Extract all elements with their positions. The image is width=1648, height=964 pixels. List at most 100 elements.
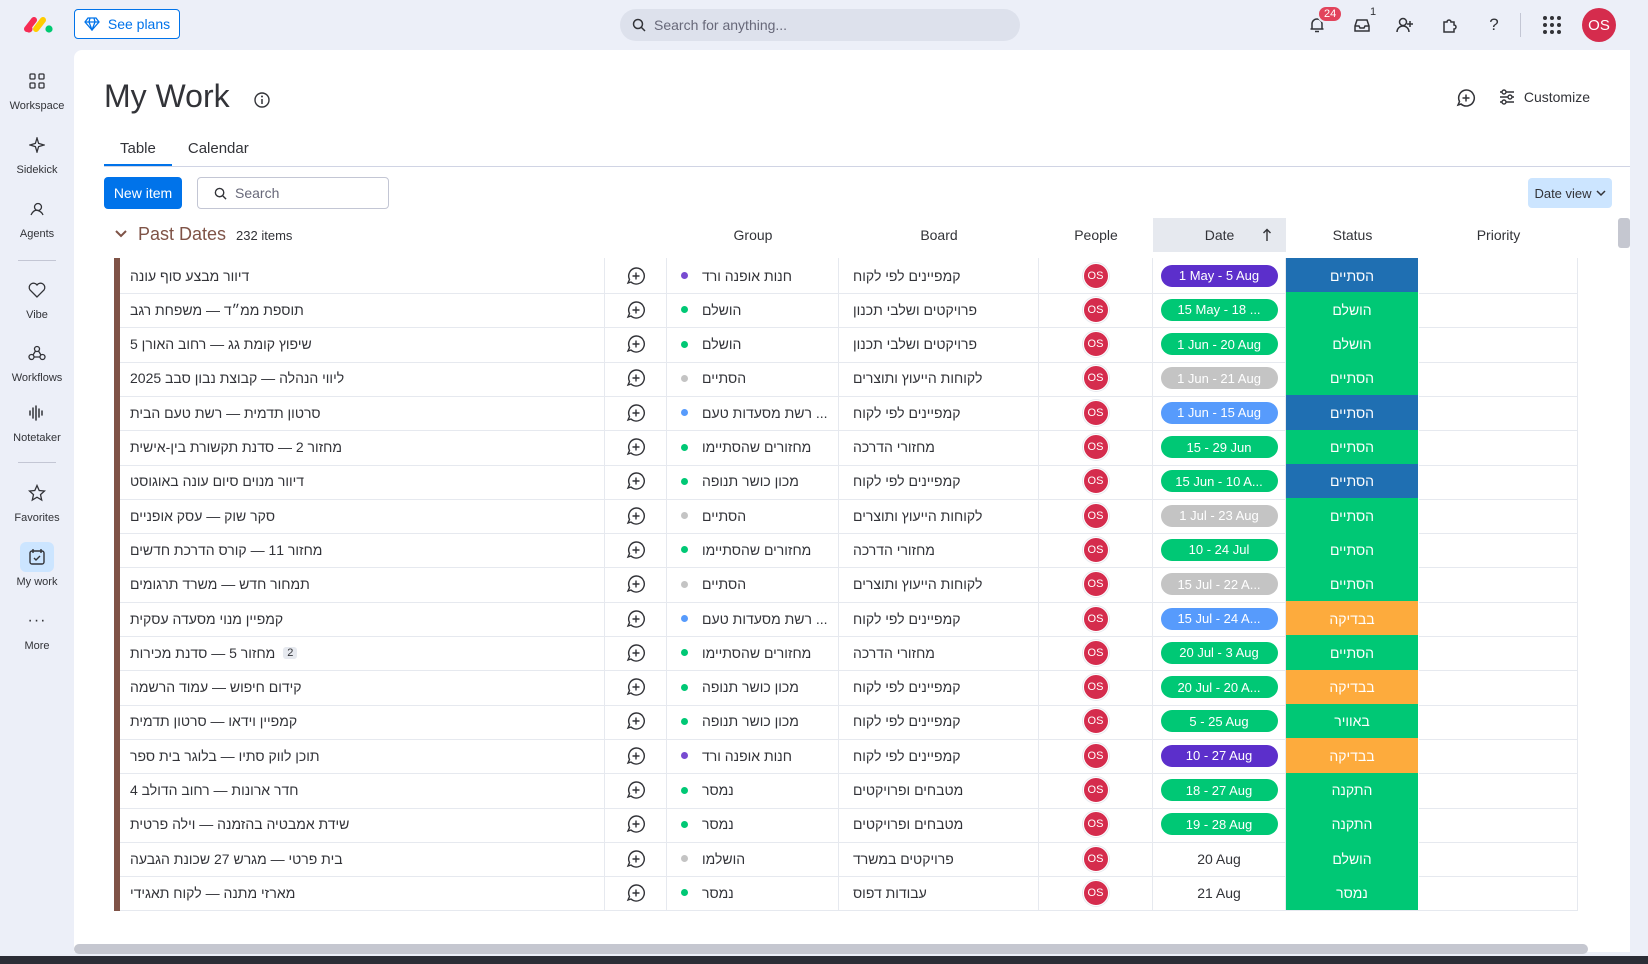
customize-button[interactable]: Customize [1498, 88, 1590, 106]
sidebar-item-more[interactable]: ··· More [0, 606, 74, 652]
updates-cell[interactable] [605, 703, 667, 739]
person-avatar[interactable]: OS [1082, 571, 1109, 598]
person-avatar[interactable]: OS [1082, 777, 1109, 803]
date-pill[interactable]: 5 - 25 Aug [1160, 710, 1278, 733]
add-update-icon[interactable] [626, 849, 646, 869]
updates-cell[interactable] [605, 875, 667, 911]
updates-cell[interactable] [605, 738, 667, 774]
person-avatar[interactable]: OS [1082, 845, 1109, 872]
group-cell[interactable]: הושלמו [667, 841, 839, 877]
status-cell[interactable]: בבדיקה [1286, 601, 1419, 636]
item-name[interactable]: מארזי מתנה — לקוח תאגידי [130, 884, 296, 901]
priority-cell[interactable] [1419, 669, 1578, 705]
sidebar-item-workspace[interactable]: Workspace [0, 66, 74, 112]
item-name[interactable]: קמפיין מנוי מסעדה עסקית [130, 610, 284, 627]
people-cell[interactable]: OS [1039, 326, 1153, 362]
person-avatar[interactable]: OS [1082, 811, 1109, 838]
group-cell[interactable]: חנות אופנה ורד [667, 738, 839, 774]
people-cell[interactable]: OS [1039, 498, 1153, 534]
item-name[interactable]: בית פרטי — מגרש 27 שכונת הגבעה [130, 850, 343, 867]
date-pill[interactable]: 1 Jun - 21 Aug [1160, 367, 1278, 390]
people-cell[interactable]: OS [1039, 738, 1153, 774]
date-pill[interactable]: 15 May - 18 ... [1160, 298, 1278, 321]
add-update-icon[interactable] [626, 677, 646, 697]
sidebar-item-vibe[interactable]: Vibe [0, 275, 74, 321]
sidebar-item-agents[interactable]: Agents [0, 194, 74, 240]
date-pill[interactable]: 1 Jun - 15 Aug [1160, 401, 1278, 424]
date-cell[interactable]: 20 Jul - 3 Aug [1153, 635, 1286, 671]
group-cell[interactable]: נמסר [667, 875, 839, 911]
board-cell[interactable]: לקוחות הייעוץ ותוצרים [839, 498, 1039, 534]
status-cell[interactable]: התקנה [1286, 806, 1419, 842]
updates-cell[interactable] [605, 772, 667, 808]
board-cell[interactable]: קמפיינים לפי לקוח [839, 601, 1039, 636]
date-pill[interactable]: 15 Jul - 24 A... [1160, 607, 1278, 630]
updates-cell[interactable] [605, 360, 667, 396]
priority-cell[interactable] [1419, 566, 1578, 602]
priority-cell[interactable] [1419, 841, 1578, 877]
person-avatar[interactable]: OS [1082, 365, 1109, 392]
table-row[interactable]: תוספת ממ״ד — משפחת רגב הושלם פרויקטים ושלב… [114, 292, 1578, 329]
sidebar-item-my-work[interactable]: My work [0, 542, 74, 588]
status-cell[interactable]: הסתיים [1286, 498, 1419, 534]
column-header-status[interactable]: Status [1332, 227, 1373, 243]
date-cell[interactable]: 1 Jun - 15 Aug [1153, 395, 1286, 431]
item-name[interactable]: דיוור מנוים סיום עונה באוגוסט [130, 473, 304, 490]
date-cell[interactable]: 15 - 29 Jun [1153, 429, 1286, 465]
sidebar-item-sidekick[interactable]: Sidekick [0, 130, 74, 176]
priority-cell[interactable] [1419, 258, 1578, 293]
table-row[interactable]: קמפיין וידאו — סרטון תדמית מכון כושר תנופ… [114, 703, 1578, 740]
add-update-icon[interactable] [626, 403, 646, 423]
board-name[interactable]: מחזורי הדרכה [853, 644, 935, 661]
monday-logo[interactable] [24, 14, 54, 36]
people-cell[interactable]: OS [1039, 806, 1153, 842]
person-avatar[interactable]: OS [1082, 879, 1109, 906]
group-cell[interactable]: מחזורים שהסתיימו [667, 532, 839, 568]
table-row[interactable]: תוכן לווק סתיו — בלוגר בית ספר חנות אופנה… [114, 738, 1578, 775]
notifications-button[interactable]: 24 [1303, 5, 1344, 39]
vertical-scrollbar[interactable] [1618, 218, 1630, 248]
date-pill[interactable]: 19 - 28 Aug [1160, 813, 1278, 836]
date-cell[interactable]: 5 - 25 Aug [1153, 703, 1286, 739]
person-avatar[interactable]: OS [1082, 262, 1109, 289]
sort-ascending-icon[interactable] [1262, 228, 1272, 242]
horizontal-scrollbar[interactable] [74, 944, 1588, 954]
item-name[interactable]: סרטון תדמית — רשת טעם הבית [130, 404, 321, 421]
updates-cell[interactable] [605, 463, 667, 499]
status-cell[interactable]: הסתיים [1286, 463, 1419, 499]
status-cell[interactable]: הסתיים [1286, 635, 1419, 671]
table-row[interactable]: שיפוץ קומת גג — רחוב האורן 5 הושלם פרויקטי… [114, 326, 1578, 363]
table-row[interactable]: קידום חיפוש — עמוד הרשמה מכון כושר תנופה ק… [114, 669, 1578, 706]
group-cell[interactable]: נמסר [667, 806, 839, 842]
priority-cell[interactable] [1419, 532, 1578, 568]
date-pill[interactable]: 18 - 27 Aug [1160, 779, 1278, 801]
status-cell[interactable]: הושלם [1286, 292, 1419, 328]
status-cell[interactable]: באוויר [1286, 703, 1419, 739]
board-name[interactable]: קמפיינים לפי לקוח [853, 679, 961, 696]
item-name[interactable]: קידום חיפוש — עמוד הרשמה [130, 679, 302, 696]
add-update-icon[interactable] [626, 711, 646, 731]
add-update-icon[interactable] [626, 814, 646, 834]
add-update-icon[interactable] [626, 266, 646, 286]
group-title[interactable]: Past Dates [138, 223, 227, 244]
board-name[interactable]: פרויקטים במשרד [853, 850, 954, 867]
subitem-count-badge[interactable]: 2 [283, 646, 298, 659]
updates-cell[interactable] [605, 806, 667, 842]
table-row[interactable]: קמפיין מנוי מסעדה עסקית רשת מסעדות טעם ..… [114, 601, 1578, 637]
sidebar-item-favorites[interactable]: Favorites [0, 478, 74, 524]
add-update-icon[interactable] [626, 883, 646, 903]
board-name[interactable]: לקוחות הייעוץ ותוצרים [853, 507, 983, 524]
group-cell[interactable]: מחזורים שהסתיימו [667, 429, 839, 465]
board-name[interactable]: מטבחים ופרויקטים [853, 816, 964, 833]
table-row[interactable]: ליווי הנהלה — קבוצת נבון סבב 2025 הסתיים ל… [114, 360, 1578, 397]
board-name[interactable]: לקוחות הייעוץ ותוצרים [853, 370, 983, 387]
updates-cell[interactable] [605, 635, 667, 671]
status-cell[interactable]: הושלם [1286, 326, 1419, 362]
table-row[interactable]: דיוור מבצע סוף עונה חנות אופנה ורד קמפייני… [114, 258, 1578, 294]
person-avatar[interactable]: OS [1082, 708, 1109, 735]
updates-cell[interactable] [605, 258, 667, 293]
feedback-chat-icon[interactable] [1456, 88, 1476, 108]
sidebar-item-workflows[interactable]: Workflows [0, 338, 74, 384]
priority-cell[interactable] [1419, 601, 1578, 636]
updates-cell[interactable] [605, 669, 667, 705]
